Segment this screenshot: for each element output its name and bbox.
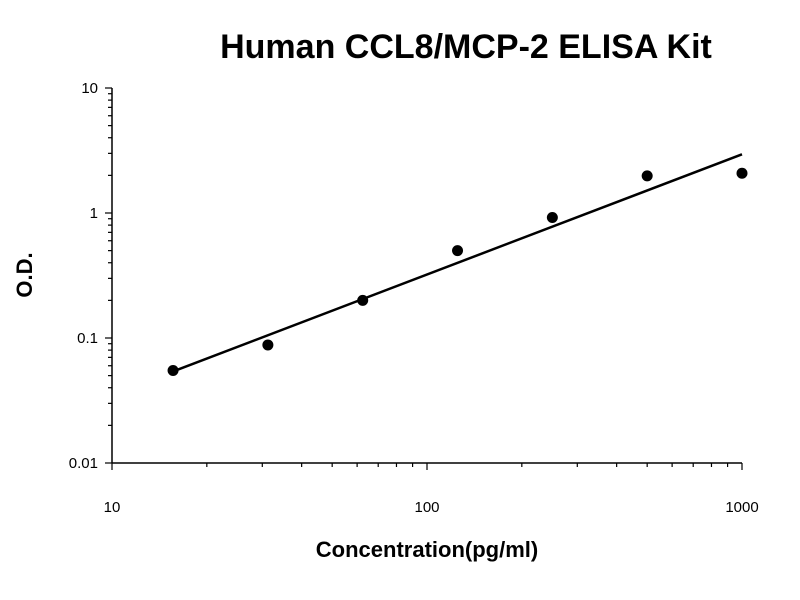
data-point-6 [641, 170, 653, 182]
data-point-7 [736, 167, 748, 179]
y-tick-label: 10 [81, 80, 98, 97]
x-axis-label: Concentration(pg/ml) [316, 537, 538, 562]
chart-title: Human CCL8/MCP-2 ELISA Kit [220, 28, 712, 66]
x-tick-label: 1000 [725, 499, 758, 516]
data-point-1 [167, 364, 179, 376]
y-axis-ticks: 0.01 0.1 1 10 [69, 80, 112, 472]
data-points [167, 167, 748, 376]
data-point-5 [546, 212, 558, 224]
y-tick-label: 0.1 [77, 330, 98, 347]
x-tick-label: 100 [414, 499, 439, 516]
x-axis-ticks: 10 100 1000 [104, 463, 759, 516]
y-axis-label: O.D. [12, 252, 37, 297]
data-point-3 [357, 294, 369, 306]
data-point-4 [452, 245, 464, 257]
data-point-2 [262, 339, 274, 351]
fit-trendline [172, 153, 743, 373]
trendline-group [172, 153, 743, 373]
x-tick-label: 10 [104, 499, 121, 516]
y-tick-label: 1 [90, 205, 98, 222]
y-tick-label: 0.01 [69, 455, 98, 472]
